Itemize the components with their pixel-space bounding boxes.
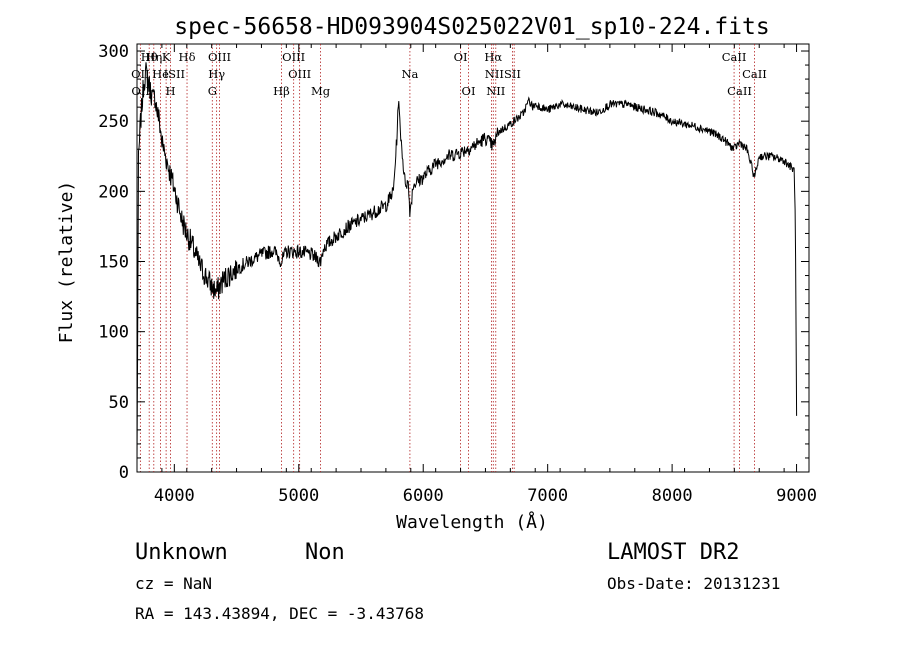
line-label: H bbox=[165, 84, 175, 98]
line-label: OII bbox=[131, 67, 150, 81]
y-tick-label: 150 bbox=[98, 253, 129, 273]
y-axis-label: Flux (relative) bbox=[56, 181, 77, 344]
y-ticks: 0 50 100 150 200 250 300 bbox=[98, 42, 809, 483]
line-label: Hγ bbox=[208, 67, 225, 81]
coordinates: RA = 143.43894, DEC = -3.43768 bbox=[135, 604, 424, 623]
y-tick-label: 300 bbox=[98, 42, 129, 62]
line-label: OIII bbox=[288, 67, 311, 81]
chart-title: spec-56658-HD093904S025022V01_sp10-224.f… bbox=[174, 14, 769, 40]
observation-date: Obs-Date: 20131231 bbox=[607, 574, 780, 593]
line-label: Hη bbox=[145, 50, 162, 64]
line-label: OIII bbox=[282, 50, 305, 64]
x-tick-label: 4000 bbox=[154, 486, 195, 506]
y-tick-label: 200 bbox=[98, 182, 129, 202]
line-label: G bbox=[208, 84, 217, 98]
line-label: CaII bbox=[727, 84, 752, 98]
object-subclass: Non bbox=[305, 540, 345, 565]
x-tick-label: 6000 bbox=[403, 486, 444, 506]
line-label: CaII bbox=[742, 67, 767, 81]
x-tick-label: 9000 bbox=[776, 486, 817, 506]
x-ticks: 4000 5000 6000 7000 8000 9000 bbox=[136, 44, 817, 506]
line-label: OI bbox=[454, 50, 468, 64]
x-tick-label: 8000 bbox=[652, 486, 693, 506]
survey-name: LAMOST DR2 bbox=[607, 540, 739, 565]
line-label: Hθ bbox=[141, 50, 158, 64]
line-label: OI bbox=[462, 84, 476, 98]
spectrum bbox=[136, 62, 798, 463]
y-tick-label: 0 bbox=[119, 463, 129, 483]
y-tick-label: 50 bbox=[109, 393, 129, 413]
line-label: Na bbox=[401, 67, 418, 81]
line-label: Hβ bbox=[273, 84, 290, 98]
x-axis-label: Wavelength (Å) bbox=[396, 511, 548, 533]
x-tick-label: 7000 bbox=[527, 486, 568, 506]
y-tick-label: 250 bbox=[98, 112, 129, 132]
line-label: He bbox=[152, 67, 169, 81]
x-tick-label: 5000 bbox=[278, 486, 319, 506]
line-label: NIISII bbox=[485, 67, 521, 81]
line-label: Mg bbox=[311, 84, 331, 98]
line-label: OIII bbox=[208, 50, 231, 64]
y-tick-label: 100 bbox=[98, 323, 129, 343]
line-label: NII bbox=[486, 84, 505, 98]
spectrum-line bbox=[136, 62, 798, 463]
redshift-cz: cz = NaN bbox=[135, 574, 212, 593]
line-label: Hα bbox=[484, 50, 502, 64]
line-label: ISII bbox=[164, 67, 186, 81]
line-label: K bbox=[162, 50, 171, 64]
line-markers bbox=[139, 44, 755, 472]
line-label: OII bbox=[131, 84, 150, 98]
plot-frame bbox=[136, 43, 810, 473]
object-class: Unknown bbox=[135, 540, 228, 565]
line-label: CaII bbox=[722, 50, 747, 64]
line-label: Hδ bbox=[179, 50, 196, 64]
